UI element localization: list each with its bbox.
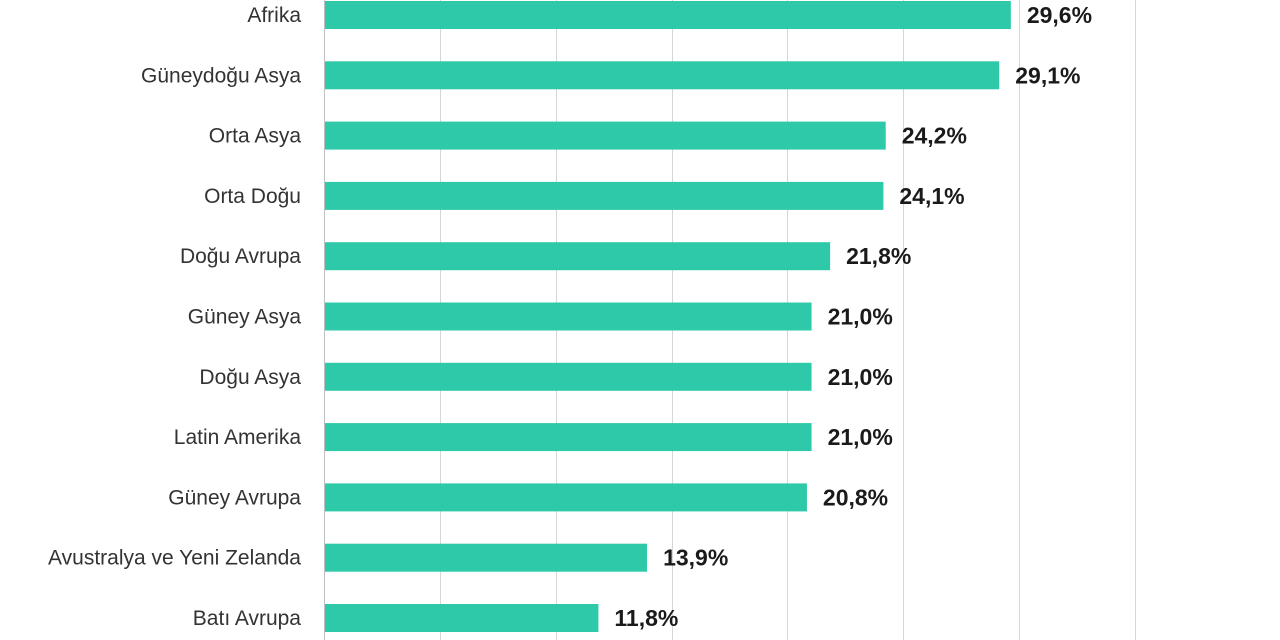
bar [325, 61, 1000, 90]
category-label: Avustralya ve Yeni Zelanda [48, 547, 301, 570]
category-label: Latin Amerika [174, 426, 302, 449]
category-label: Doğu Asya [199, 366, 301, 389]
bar [325, 302, 812, 331]
bars-group [325, 1, 1011, 632]
bar [325, 121, 886, 150]
bar [325, 604, 599, 632]
value-label: 21,8% [846, 243, 911, 269]
value-labels: 29,6% 29,1% 24,2% 24,1% 21,8% 21,0% 21,0% 21,0%… [614, 2, 1092, 631]
category-label: Orta Asya [209, 125, 302, 148]
value-label: 21,0% [828, 304, 893, 330]
category-label: Doğu Avrupa [180, 245, 301, 268]
value-label: 11,8% [614, 605, 678, 631]
value-label: 20,8% [823, 484, 888, 510]
category-label: Orta Doğu [204, 185, 301, 208]
category-label: Afrika [247, 4, 301, 27]
bar [325, 242, 831, 271]
value-label: 24,1% [899, 183, 964, 209]
bar [325, 483, 807, 512]
value-label: 21,0% [828, 424, 893, 450]
bar [325, 423, 812, 452]
value-label: 21,0% [828, 364, 893, 390]
category-label: Güney Asya [188, 306, 302, 329]
category-label: Batı Avrupa [193, 607, 302, 630]
category-labels: Afrika Güneydoğu Asya Orta Asya Orta Doğu Do… [48, 4, 301, 630]
category-label: Güney Avrupa [168, 486, 301, 509]
value-label: 29,6% [1027, 2, 1092, 28]
value-label: 29,1% [1015, 62, 1080, 88]
value-label: 13,9% [663, 545, 728, 571]
bar [325, 543, 648, 572]
value-label: 24,2% [902, 123, 967, 149]
bar [325, 1, 1011, 29]
bar [325, 362, 812, 391]
bar [325, 181, 884, 210]
category-label: Güneydoğu Asya [141, 64, 301, 87]
